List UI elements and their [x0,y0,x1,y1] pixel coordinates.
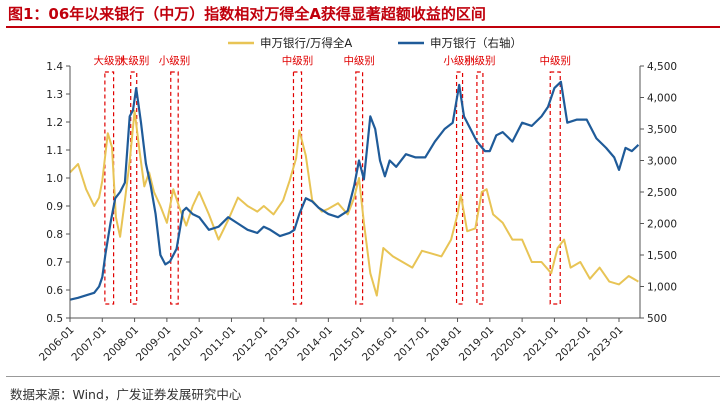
highlight-period-box [104,71,115,305]
left-tick-label: 0.7 [46,257,63,269]
legend-ratio-label: 申万银行/万得全A [260,36,352,50]
highlight-period-label: 中级别 [343,54,375,67]
left-tick-label: 1.0 [46,173,63,185]
highlight-period-label: 大级别 [93,54,125,67]
highlight-period-label: 中级别 [539,54,571,67]
highlight-period-box [170,71,179,305]
left-tick-label: 0.8 [46,229,63,241]
left-tick-label: 1.2 [46,117,63,129]
footer-rule [6,376,720,377]
left-tick-label: 1.4 [46,61,63,73]
figure-title-bar: 图1：06年以来银行（中万）指数相对万得全A获得显著超额收益的区间 [0,0,726,26]
highlight-period-box [549,71,561,305]
highlight-period-label: 小级别 [443,55,475,67]
left-tick-label: 0.9 [46,201,63,213]
left-tick-label: 0.5 [46,313,63,325]
left-tick-label: 0.6 [46,285,63,297]
highlight-period-label: 大级别 [118,54,150,67]
ratio-series-line [69,109,639,297]
right-tick-label: 1,000 [647,282,677,294]
highlight-period-box [292,71,303,305]
right-tick-label: 3,500 [647,124,677,136]
legend-bank-label: 申万银行（右轴） [430,36,522,50]
figure-title: 图1：06年以来银行（中万）指数相对万得全A获得显著超额收益的区间 [8,5,486,23]
left-tick-label: 1.3 [46,89,63,101]
highlight-period-box [355,71,364,305]
chart-legend: 申万银行/万得全A 申万银行（右轴） [228,36,522,50]
highlight-period-label: 小级别 [464,55,496,67]
left-tick-label: 1.1 [46,145,63,157]
right-tick-label: 500 [647,313,667,325]
right-tick-label: 2,500 [647,187,677,199]
source-note: 数据来源：Wind，广发证券发展研究中心 [10,387,242,402]
dual-axis-line-chart: 申万银行/万得全A 申万银行（右轴） 大级别大级别 小级别 中级别 中级别 小级别小级别中… [37,36,677,364]
highlight-period-label: 中级别 [282,54,314,67]
highlight-period-box [476,71,484,305]
highlight-period-box [455,71,464,305]
right-tick-label: 4,000 [647,93,677,105]
highlight-period-label: 小级别 [159,55,191,67]
right-tick-label: 4,500 [647,61,677,73]
right-tick-label: 2,000 [647,219,677,231]
highlight-period-box [130,71,138,305]
x-tick-label: 2023-01 [586,324,626,364]
bank-index-series-line [69,80,640,301]
right-tick-label: 1,500 [647,250,677,262]
series-lines [69,80,640,301]
title-rule [6,26,720,28]
right-tick-label: 3,000 [647,156,677,168]
